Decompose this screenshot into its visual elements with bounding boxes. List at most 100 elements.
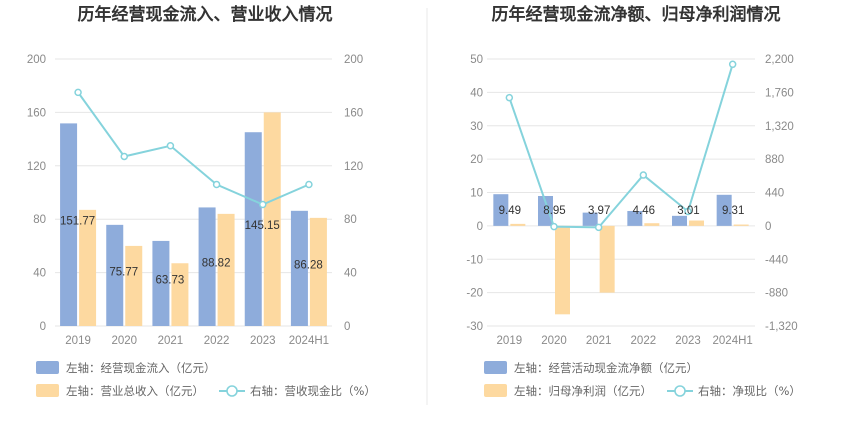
legend-item-series-2[interactable]: 左轴：营业总收入（亿元） — [36, 384, 204, 398]
bars — [493, 194, 749, 315]
ratio-polyline — [508, 64, 734, 229]
x-tick-label: 2022 — [204, 335, 230, 347]
bar-secondary — [644, 223, 660, 226]
bar-primary — [627, 210, 643, 226]
line-point — [305, 180, 313, 189]
x-tick-label: 2022 — [631, 335, 657, 347]
bar-secondary — [555, 225, 570, 315]
x-tick-label: 2019 — [65, 335, 91, 347]
bar-secondary — [309, 217, 327, 326]
line-point — [259, 200, 267, 209]
legend-item-series-3[interactable]: 右轴：营收现金比（%） — [219, 384, 376, 398]
legend-item-series-2[interactable]: 左轴：归母净利润（亿元） — [484, 384, 652, 398]
x-axis-ticks: 2019 2020 2021 2022 2023 2024H1 — [65, 335, 329, 347]
legend-item-series-1[interactable]: 左轴：经营现金流入（亿元） — [36, 361, 216, 375]
x-axis-ticks: 2019 2020 2021 2022 2023 2024H1 — [497, 335, 753, 347]
legend-label: 右轴：净现比（%） — [698, 384, 801, 398]
right-tick-label: 2,200 — [765, 54, 794, 66]
x-tick-label: 2024H1 — [289, 335, 329, 347]
data-label: 86.28 — [294, 259, 323, 271]
bar-primary — [244, 132, 262, 326]
line-point — [74, 88, 82, 97]
left-axis-ticks: -30 -20 -10 0 10 20 30 40 50 — [466, 54, 483, 333]
left-tick-label: 80 — [33, 214, 46, 226]
data-label: 151.77 — [60, 216, 95, 228]
right-tick-label: 80 — [344, 214, 357, 226]
bar-secondary — [171, 263, 189, 326]
data-label: 75.77 — [109, 266, 138, 278]
right-tick-label: 40 — [344, 268, 357, 280]
legend-item-series-3[interactable]: 右轴：净现比（%） — [667, 384, 801, 398]
left-tick-label: 0 — [477, 221, 483, 233]
right-tick-label: 200 — [344, 54, 363, 66]
legend-label: 左轴：经营现金流入（亿元） — [66, 361, 216, 375]
bars — [60, 112, 327, 327]
ratio-line — [74, 88, 313, 209]
left-tick-label: -20 — [466, 288, 483, 300]
line-point — [684, 207, 692, 216]
left-tick-label: -10 — [466, 254, 483, 266]
line-point — [550, 222, 558, 231]
right-tick-label: 1,320 — [765, 121, 794, 133]
right-axis-ticks: 0 40 80 120 160 200 — [344, 54, 363, 333]
left-tick-label: 20 — [470, 154, 483, 166]
ratio-polyline — [77, 91, 310, 206]
x-tick-label: 2023 — [250, 335, 276, 347]
data-label: 8.95 — [543, 205, 565, 217]
bar-secondary — [263, 112, 281, 327]
legend-item-series-1[interactable]: 左轴：经营活动现金流净额（亿元） — [484, 361, 698, 375]
chart-title: 历年经营现金流净额、归母净利润情况 — [492, 4, 781, 25]
legend-swatch-orange — [484, 384, 507, 397]
data-label: 3.97 — [588, 205, 610, 217]
bar-primary — [582, 212, 598, 226]
data-label: 4.46 — [633, 205, 655, 217]
bar-primary — [672, 215, 687, 226]
bar-secondary — [217, 213, 235, 326]
bar-primary — [198, 207, 216, 326]
bar-secondary — [733, 224, 749, 226]
legend-swatch-blue — [484, 361, 507, 374]
left-axis-ticks: 0 40 80 120 160 200 — [27, 54, 46, 333]
x-tick-label: 2020 — [111, 335, 137, 347]
bar-secondary — [125, 245, 143, 326]
right-tick-label: 440 — [765, 188, 784, 200]
x-tick-label: 2023 — [675, 335, 701, 347]
x-tick-label: 2020 — [541, 335, 567, 347]
left-tick-label: -30 — [466, 321, 483, 333]
bar-primary — [716, 194, 732, 226]
data-label: 3.01 — [677, 205, 699, 217]
left-tick-label: 120 — [27, 161, 46, 173]
left-tick-label: 200 — [27, 54, 46, 66]
right-tick-label: -1,320 — [765, 321, 798, 333]
data-label: 88.82 — [202, 258, 231, 270]
bar-secondary — [510, 223, 526, 226]
line-point — [120, 152, 128, 161]
gridlines — [487, 58, 755, 327]
data-label: 63.73 — [156, 274, 185, 286]
bar-secondary — [79, 209, 97, 326]
legend-marker — [674, 385, 686, 397]
ratio-line — [505, 60, 737, 232]
line-point — [728, 60, 737, 69]
bar-primary — [493, 194, 509, 226]
right-tick-label: 120 — [344, 161, 363, 173]
data-label: 145.15 — [245, 220, 280, 232]
left-tick-label: 50 — [470, 54, 483, 66]
bar-primary — [60, 123, 78, 326]
right-axis-ticks: -1,320 -880 -440 0 440 880 1,320 1,760 2,200 — [765, 54, 798, 333]
left-tick-label: 10 — [470, 188, 483, 200]
legend-swatch-blue — [36, 361, 59, 374]
legend-label: 左轴：归母净利润（亿元） — [514, 384, 652, 398]
bar-primary — [152, 240, 170, 326]
data-labels: 151.77 75.77 63.73 88.82 145.15 86.28 — [60, 216, 323, 287]
chart-title: 历年经营现金流入、营业收入情况 — [78, 4, 333, 25]
legend-label: 左轴：经营活动现金流净额（亿元） — [514, 361, 698, 375]
bar-primary — [106, 224, 124, 326]
data-labels: 9.49 8.95 3.97 4.46 3.01 9.31 — [499, 205, 745, 217]
legend-swatch-orange — [36, 384, 59, 397]
data-label: 9.31 — [722, 205, 744, 217]
left-tick-label: 160 — [27, 107, 46, 119]
legend: 左轴：经营现金流入（亿元） 左轴：营业总收入（亿元） 右轴：营收现金比（%） — [36, 361, 376, 398]
left-tick-label: 0 — [40, 321, 46, 333]
